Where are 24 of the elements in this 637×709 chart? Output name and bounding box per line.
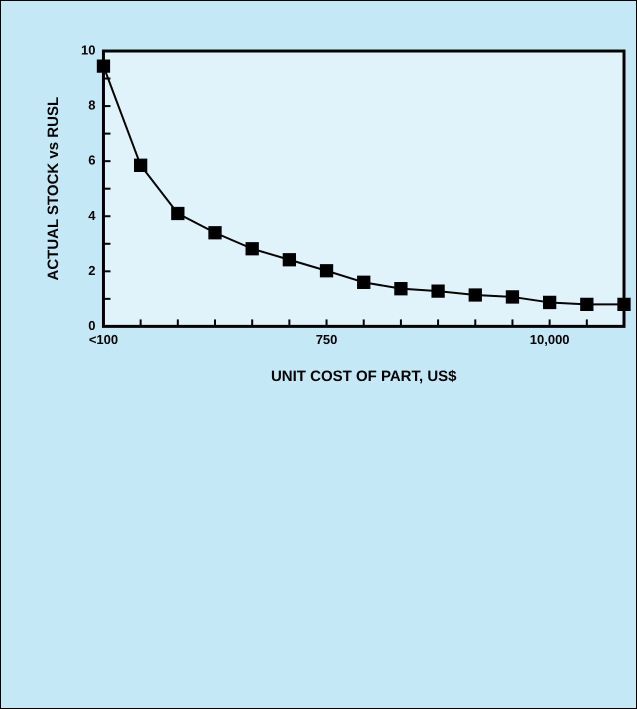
x-tick-label: 750 [316, 332, 338, 347]
point [208, 226, 222, 240]
point [506, 290, 520, 304]
y-tick-label: 0 [88, 318, 96, 333]
point [542, 296, 556, 310]
x-tick-label: <100 [88, 332, 118, 347]
point [171, 206, 184, 220]
point [320, 264, 334, 278]
y-tick-label: 4 [88, 208, 96, 223]
y-tick-label: 8 [88, 98, 96, 113]
x-axis-title: UNIT COST OF PART, US$ [270, 368, 458, 386]
y-tick-label: 10 [80, 42, 96, 58]
y-tick-label: 2 [88, 262, 96, 278]
point [282, 253, 296, 266]
point [134, 158, 148, 172]
y-tick-label: 6 [88, 152, 96, 168]
point [580, 298, 594, 312]
x-tick-label: 10,000 [530, 332, 570, 347]
y-axis-title: ACTUAL STOCK vs RUSL [45, 96, 62, 281]
point [431, 284, 445, 298]
point [468, 288, 482, 302]
point [394, 282, 408, 296]
point [246, 242, 259, 256]
point [357, 276, 370, 289]
